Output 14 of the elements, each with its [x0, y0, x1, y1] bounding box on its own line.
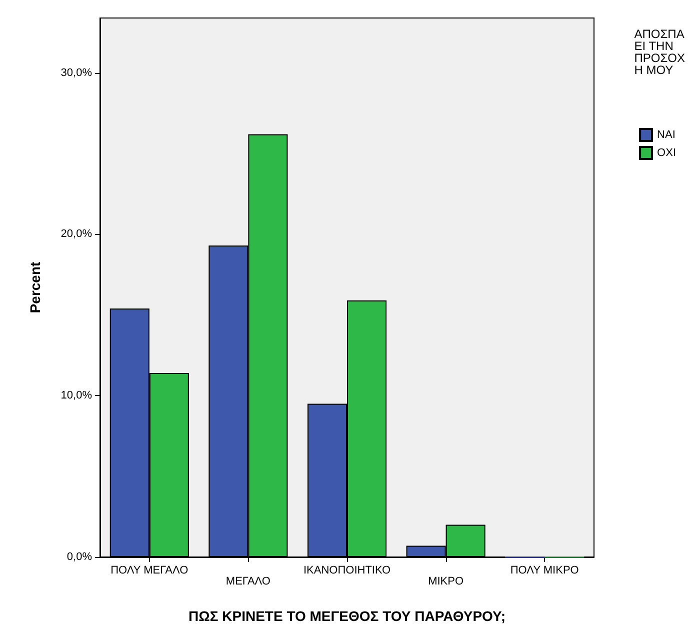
x-tick-label: ΙΚΑΝΟΠΟΙΗΤΙΚΟ	[303, 564, 391, 576]
y-tick-label: 0,0%	[66, 551, 92, 563]
x-tick-label: ΠΟΛΥ ΜΕΓΑΛΟ	[110, 564, 189, 576]
legend-label: ΟΧΙ	[657, 147, 676, 159]
y-tick-label: 30,0%	[60, 66, 92, 79]
y-tick-label: 20,0%	[60, 228, 92, 240]
legend-label: ΝΑΙ	[657, 129, 676, 141]
y-tick-label: 10,0%	[60, 390, 92, 402]
legend-title: ΑΠΟΣΠΑΕΙ ΤΗΝ ΠΡΟΣΟΧΗ ΜΟΥ	[634, 27, 686, 77]
x-tick-label: ΜΕΓΑΛΟ	[226, 576, 271, 588]
x-axis-title: ΠΩΣ ΚΡΙΝΕΤΕ ΤΟ ΜΕΓΕΘΟΣ ΤΟΥ ΠΑΡΑΘΥΡΟΥ;	[188, 608, 506, 624]
y-axis-title: Percent	[27, 261, 43, 314]
x-tick-label: ΜΙΚΡΟ	[428, 576, 464, 588]
x-tick-label: ΠΟΛΥ ΜΙΚΡΟ	[510, 564, 580, 576]
